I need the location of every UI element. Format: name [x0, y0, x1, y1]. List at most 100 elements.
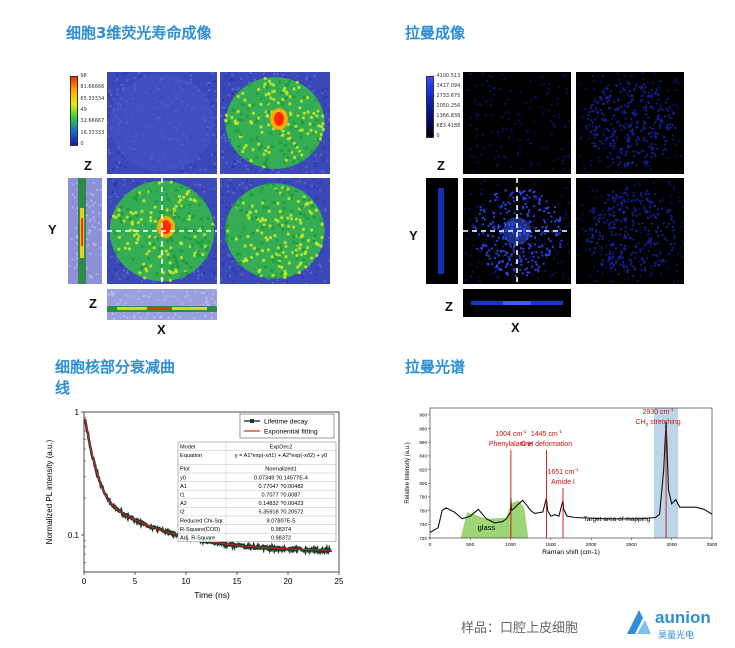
fit-table-value: 0.77047 ?0.00482	[258, 484, 303, 490]
section-title-decay: 细胞核部分衰减曲线	[55, 358, 176, 397]
section-title-flim: 细胞3维荧光寿命成像	[66, 24, 212, 42]
raman-colorbar-tick-5: - 683.4188	[433, 123, 461, 129]
spectrum-ytick-label: 900	[419, 413, 427, 418]
fit-table-value: y = A1*exp(-x/t1) + A2*exp(-x/t2) + y0	[235, 453, 328, 459]
glass-region	[460, 500, 529, 538]
spectrum-ytick-label: 860	[419, 440, 427, 445]
fit-table-key: A2	[180, 501, 187, 507]
peak-label: 2930 cm-1	[643, 407, 674, 416]
raman-tile-top-right	[576, 72, 684, 174]
fit-table-value: 9.07807E-5	[267, 518, 296, 524]
raman-colorbar-tick-4: - 1366.838	[433, 113, 461, 119]
target-label: Target area of mapping	[583, 516, 650, 523]
fit-table-value: ExpDec2	[270, 444, 293, 450]
flim-tile-center-xy	[107, 178, 217, 284]
flim-tile-yz-slice	[68, 178, 102, 284]
spectrum-xtick-label: 500	[466, 542, 474, 548]
flim-colorbar-tick-3: - 49	[77, 107, 87, 113]
spectrum-plot-frame	[429, 407, 713, 539]
raman-axis-x: X	[511, 320, 520, 335]
fit-table-value: 0.7077 ?0.0087	[262, 492, 301, 498]
decay-xtick-label: 20	[284, 577, 293, 586]
raman-colorbar-tick-0: - 4100.513	[433, 73, 461, 79]
aunion-logo-mark	[625, 608, 653, 636]
legend-lifetime-decay: Lifetime decay	[264, 419, 308, 426]
raman-axis-z-bottom: Z	[445, 299, 453, 314]
spectrum-ytick-label: 720	[419, 536, 427, 541]
peak-assignment: Phenylalanine	[489, 441, 533, 448]
raman-spectrum-chart: glass Target area of mapping 1004 cm-1 Phe…	[405, 407, 718, 556]
flim-axis-z-top: Z	[84, 158, 92, 173]
peak-label: 1651 cm-1	[547, 467, 578, 476]
flim-axis-y: Y	[48, 222, 57, 237]
raman-colorbar-tick-6: - 0	[433, 133, 440, 139]
flim-colorbar-tick-0: - 98	[77, 73, 87, 79]
decay-chart: 0 5 10 15 20 25 1 0.1 Time (ns) Normalized PL …	[45, 408, 344, 600]
spectrum-xtick-label: 2000	[586, 542, 597, 548]
spectrum-ytick-label: 800	[419, 481, 427, 486]
flim-colorbar-tick-1: - 81.66666	[77, 84, 105, 91]
fit-table-value: Normalized1	[265, 467, 296, 473]
spectrum-ytick-label: 760	[419, 508, 427, 513]
sample-caption: 样品：口腔上皮细胞	[461, 621, 579, 636]
spectrum-xtick-label: 0	[429, 542, 432, 548]
peak-assignment: C-H deformation	[521, 441, 572, 448]
decay-xtick-label: 10	[182, 577, 191, 586]
fit-table-key: Equation	[180, 453, 202, 459]
fit-table-key: Reduced Chi-Sqr	[180, 518, 223, 524]
peak-assignment: CH3 stretching	[636, 419, 681, 428]
flim-colorbar-tick-2: - 65.33334	[77, 95, 105, 102]
peak-label: 1445 cm-1	[531, 429, 562, 438]
spectrum-xtick-label: 3000	[666, 542, 677, 548]
decay-xtick-label: 25	[335, 577, 344, 586]
section-title-raman-imaging: 拉曼成像	[405, 24, 466, 42]
raman-colorbar-tick-1: - 3417.094	[433, 83, 461, 89]
flim-tile-top-right	[220, 72, 330, 174]
raman-colorbar-tick-2: - 2733.675	[433, 93, 461, 99]
flim-tile-mid-right	[220, 178, 330, 284]
decay-xtick-label: 15	[233, 577, 242, 586]
logo-subtitle: 昊量光电	[658, 631, 695, 641]
flim-colorbar-tick-4: - 32.66667	[77, 118, 105, 125]
fit-table-value: 0.98374	[271, 527, 291, 533]
glass-label: glass	[478, 523, 496, 532]
raman-tile-top-left	[463, 72, 571, 174]
fit-table-key: Adj. R-Square	[180, 535, 215, 541]
raman-tile-center-xy	[463, 178, 571, 284]
spectrum-xtick-label: 2500	[626, 542, 637, 548]
fit-table-value: 0.07349 ?0.14577E-4	[254, 475, 308, 481]
flim-colorbar-tick-6: - 0	[77, 141, 84, 147]
spectrum-ytick-label: 780	[419, 495, 427, 500]
spectrum-ylabel: Relative Intensity (a.u.)	[405, 442, 411, 503]
fit-parameters-table: Model ExpDec2 Equation y = A1*exp(-x/t1) + …	[177, 441, 337, 542]
raman-axis-z-top: Z	[437, 158, 445, 173]
fit-table-value: 0.98372	[271, 535, 291, 541]
spectrum-ytick-label: 840	[419, 454, 427, 459]
flim-tile-top-left	[107, 72, 217, 174]
decay-ylabel: Normalized PL intensity (a.u.)	[45, 439, 54, 544]
raman-tile-mid-right	[576, 178, 684, 284]
fit-table-key: A1	[180, 484, 187, 490]
flim-tile-xz-slice	[107, 289, 217, 320]
spectrum-ytick-label: 880	[419, 426, 427, 431]
raman-tile-yz-slice	[426, 178, 458, 284]
fit-table-key: t2	[180, 510, 185, 516]
spectrum-xlabel: Raman shift (cm-1)	[542, 549, 600, 556]
peak-assignment: Amide I	[551, 479, 575, 486]
flim-axis-z-bottom: Z	[89, 296, 97, 311]
spectrum-ytick-label: 820	[419, 467, 427, 472]
decay-ytick-label: 0.1	[68, 531, 80, 540]
fit-table-key: Plot	[180, 467, 190, 473]
decay-legend: Lifetime decay Exponential fitting	[239, 413, 335, 439]
spectrum-xtick-label: 3500	[707, 542, 718, 548]
raman-axis-y: Y	[409, 228, 418, 243]
fit-table-value: 5.35918 ?0.20572	[258, 510, 303, 516]
raman-colorbar-tick-3: - 2050.256	[433, 103, 461, 109]
fit-table-key: y0	[180, 475, 186, 481]
section-title-raman-spectrum: 拉曼光谱	[405, 358, 466, 376]
logo-name: aunion	[655, 608, 711, 627]
decay-xlabel: Time (ns)	[194, 590, 230, 600]
spectrum-xtick-label: 1500	[546, 542, 557, 548]
fit-table-key: t1	[180, 492, 185, 498]
raman-colorbar	[426, 76, 434, 138]
